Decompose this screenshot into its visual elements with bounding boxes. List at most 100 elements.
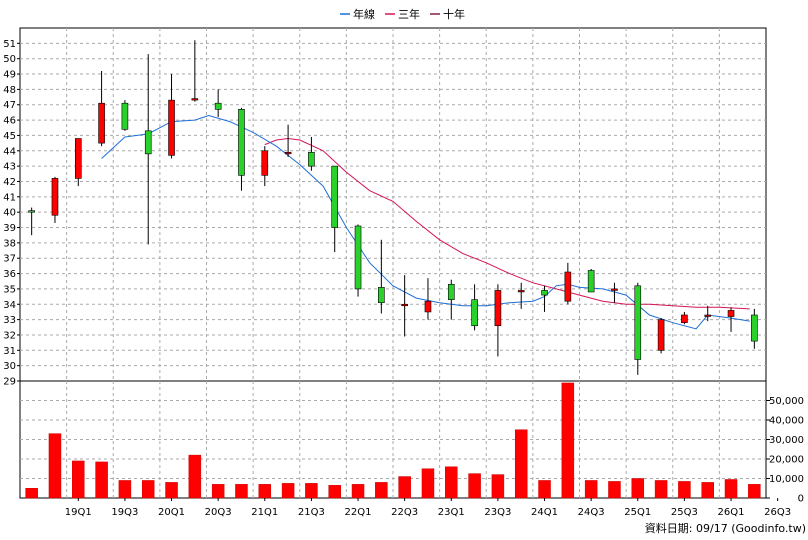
x-axis: 19Q1 19Q3 20Q1 20Q3 21Q1 21Q3 22Q1 22Q3 23Q1 23Q3… [65, 498, 791, 518]
candle-body [354, 225, 362, 290]
ma-3yr-line [264, 137, 750, 310]
legend-label: 十年 [443, 7, 465, 21]
price-tick-label: 41 [3, 192, 16, 203]
candle-body [121, 102, 129, 130]
volume-bar [141, 480, 155, 499]
price-tick-label: 30 [3, 361, 16, 372]
price-tick-label: 29 [3, 377, 16, 388]
volume-bar [538, 480, 551, 499]
volume-bar [468, 473, 481, 499]
candle-body [28, 210, 35, 213]
x-tick-label: 25Q1 [624, 507, 651, 518]
price-tick-label: 47 [3, 100, 16, 111]
candle-body [98, 102, 105, 144]
volume-bar [48, 433, 62, 499]
legend-label: 年線 [353, 7, 375, 21]
candle-body [611, 288, 618, 291]
price-tick-label: 43 [3, 162, 16, 173]
volume-bar [188, 454, 202, 499]
volume-bar [701, 482, 714, 499]
candle-body [541, 290, 548, 296]
candle-body [657, 319, 665, 351]
x-tick-label: 24Q3 [578, 507, 605, 518]
volume-tick-label: 40,000 [769, 416, 804, 427]
candle-body [727, 310, 735, 317]
price-tick-label: 46 [3, 116, 16, 127]
price-tick-label: 36 [3, 269, 16, 280]
volume-bar [654, 480, 668, 499]
volume-bar [514, 429, 528, 499]
candle-body [191, 98, 199, 101]
price-tick-label: 49 [3, 70, 16, 81]
candle-body [378, 287, 385, 304]
volume-bar [281, 483, 295, 499]
x-tick-label: 19Q1 [65, 507, 92, 518]
x-tick-label: 20Q3 [205, 507, 232, 518]
volume-bar [211, 484, 225, 499]
x-tick-label: 21Q1 [251, 507, 278, 518]
candle-body [51, 178, 59, 216]
candle-body [238, 109, 245, 176]
volume-bar [258, 484, 272, 499]
candle-body [471, 299, 478, 327]
x-tick-label: 22Q3 [391, 507, 418, 518]
price-tick-label: 37 [3, 254, 16, 265]
volume-bar [305, 483, 318, 499]
price-tick-label: 50 [3, 54, 16, 65]
volume-bar [445, 466, 458, 499]
legend-label: 三年 [398, 7, 420, 21]
candle-body [517, 290, 525, 293]
candle-body [331, 165, 339, 228]
x-tick-label: 22Q1 [345, 507, 372, 518]
data-date-credit: 資料日期: 09/17 (Goodinfo.tw) [645, 521, 806, 535]
candle-body [144, 130, 152, 155]
volume-tick-label: 30,000 [769, 435, 804, 446]
candle-body [751, 314, 758, 342]
candle-body [704, 314, 712, 317]
volume-bar [25, 488, 38, 499]
volume-bar [491, 474, 505, 499]
volume-bar [748, 484, 761, 499]
price-tick-label: 33 [3, 315, 16, 326]
x-tick-label: 24Q1 [531, 507, 558, 518]
price-panel: 29 30 31 32 33 34 35 36 37 38 39 40 41 42 43 44 45 46 47 48… [3, 27, 767, 388]
price-tick-label: 40 [3, 208, 16, 219]
price-tick-label: 44 [3, 146, 16, 157]
volume-bar [235, 484, 248, 499]
volume-bar [398, 476, 411, 499]
chart-legend: 年線 三年 十年 [340, 7, 465, 21]
price-tick-label: 32 [3, 330, 16, 341]
volume-bar [631, 478, 645, 499]
candle-body [587, 270, 595, 293]
x-tick-label: 26Q1 [718, 507, 745, 518]
x-tick-label: 23Q3 [484, 507, 511, 518]
candle-body [401, 303, 408, 307]
candle-body [308, 152, 315, 167]
candle-body [284, 152, 292, 155]
volume-bar [724, 479, 738, 499]
x-tick-label: 19Q3 [111, 507, 138, 518]
volume-tick-label: 10,000 [769, 474, 804, 485]
x-tick-label: 25Q3 [671, 507, 698, 518]
x-tick-label: 20Q1 [158, 507, 185, 518]
candle-body [447, 284, 455, 300]
price-tick-label: 39 [3, 223, 16, 234]
volume-bar [72, 460, 85, 499]
volume-tick-label: 0 [798, 494, 804, 505]
candle-body [74, 138, 82, 179]
price-tick-label: 42 [3, 177, 16, 188]
x-tick-label: 23Q1 [438, 507, 465, 518]
price-tick-label: 35 [3, 284, 16, 295]
volume-tick-label: 50,000 [769, 396, 804, 407]
candle-body [261, 150, 269, 176]
price-tick-label: 38 [3, 238, 16, 249]
volume-panel: 0 10,000 20,000 30,000 40,000 50,000 [19, 380, 804, 505]
price-tick-label: 48 [3, 85, 16, 96]
x-tick-label: 26Q3 [764, 507, 791, 518]
candle-body [214, 102, 222, 110]
volume-bar [608, 481, 621, 499]
volume-tick-label: 20,000 [769, 455, 804, 466]
price-tick-label: 45 [3, 131, 16, 142]
volume-bar [118, 480, 132, 499]
